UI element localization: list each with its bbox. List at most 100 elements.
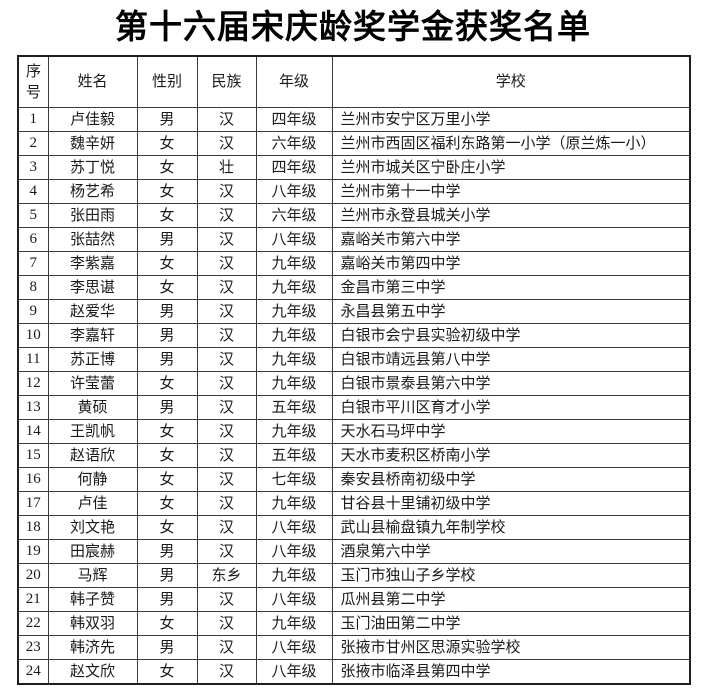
cell-index: 3 — [17, 155, 49, 181]
header-row: 序号 姓名 性别 民族 年级 学校 — [17, 55, 691, 109]
table-body: 1 卢佳毅男汉四年级 兰州市安宁区万里小学 2 魏辛妍女汉六年级 兰州市西固区福利东路第一… — [17, 107, 691, 685]
cell-ethnicity: 汉 — [196, 299, 257, 325]
cell-grade: 八年级 — [255, 587, 333, 613]
table-row: 17 卢佳女汉九年级 甘谷县十里铺初级中学 — [17, 491, 691, 517]
cell-name: 刘文艳 — [47, 515, 138, 541]
cell-ethnicity: 汉 — [196, 107, 257, 133]
cell-name: 韩济先 — [47, 635, 138, 661]
cell-grade: 九年级 — [255, 275, 333, 301]
cell-grade: 七年级 — [255, 467, 333, 493]
table-row: 21 韩子赞男汉八年级 瓜州县第二中学 — [17, 587, 691, 613]
cell-school: 酒泉第六中学 — [331, 539, 691, 565]
cell-ethnicity: 汉 — [196, 611, 257, 637]
cell-grade: 九年级 — [255, 563, 333, 589]
cell-gender: 女 — [136, 155, 198, 181]
cell-index: 17 — [17, 491, 49, 517]
cell-gender: 女 — [136, 611, 198, 637]
cell-school: 玉门油田第二中学 — [331, 611, 691, 637]
table-row: 16 何静女汉七年级 秦安县桥南初级中学 — [17, 467, 691, 493]
cell-grade: 五年级 — [255, 443, 333, 469]
cell-index: 9 — [17, 299, 49, 325]
cell-index: 19 — [17, 539, 49, 565]
cell-school: 白银市会宁县实验初级中学 — [331, 323, 691, 349]
cell-name: 何静 — [47, 467, 138, 493]
column-header-grade: 年级 — [255, 55, 333, 109]
cell-grade: 六年级 — [255, 131, 333, 157]
cell-grade: 九年级 — [255, 323, 333, 349]
table-row: 8 李思谌女汉九年级 金昌市第三中学 — [17, 275, 691, 301]
cell-gender: 男 — [136, 635, 198, 661]
cell-index: 22 — [17, 611, 49, 637]
cell-ethnicity: 汉 — [196, 251, 257, 277]
cell-grade: 四年级 — [255, 107, 333, 133]
cell-index: 2 — [17, 131, 49, 157]
cell-school: 白银市靖远县第八中学 — [331, 347, 691, 373]
cell-school: 金昌市第三中学 — [331, 275, 691, 301]
cell-ethnicity: 汉 — [196, 131, 257, 157]
cell-grade: 八年级 — [255, 659, 333, 685]
cell-name: 赵语欣 — [47, 443, 138, 469]
cell-ethnicity: 汉 — [196, 179, 257, 205]
cell-school: 兰州市西固区福利东路第一小学（原兰炼一小） — [331, 131, 691, 157]
cell-school: 武山县榆盘镇九年制学校 — [331, 515, 691, 541]
cell-school: 秦安县桥南初级中学 — [331, 467, 691, 493]
cell-name: 卢佳毅 — [47, 107, 138, 133]
cell-gender: 女 — [136, 443, 198, 469]
cell-school: 白银市景泰县第六中学 — [331, 371, 691, 397]
table-row: 1 卢佳毅男汉四年级 兰州市安宁区万里小学 — [17, 107, 691, 133]
column-header-index: 序号 — [17, 55, 49, 109]
table-row: 20 马辉男东乡 九年级 玉门市独山子乡学校 — [17, 563, 691, 589]
cell-gender: 女 — [136, 491, 198, 517]
table-row: 5 张田雨女汉六年级 兰州市永登县城关小学 — [17, 203, 691, 229]
cell-index: 16 — [17, 467, 49, 493]
cell-index: 15 — [17, 443, 49, 469]
cell-index: 11 — [17, 347, 49, 373]
cell-grade: 四年级 — [255, 155, 333, 181]
cell-ethnicity: 汉 — [196, 419, 257, 445]
cell-ethnicity: 汉 — [196, 491, 257, 517]
cell-gender: 女 — [136, 203, 198, 229]
cell-school: 张掖市临泽县第四中学 — [331, 659, 691, 685]
cell-grade: 九年级 — [255, 299, 333, 325]
cell-gender: 男 — [136, 299, 198, 325]
cell-gender: 女 — [136, 275, 198, 301]
table-header: 序号 姓名 性别 民族 年级 学校 — [17, 55, 691, 109]
cell-gender: 男 — [136, 587, 198, 613]
cell-grade: 九年级 — [255, 347, 333, 373]
table-row: 13 黄硕男汉五年级 白银市平川区育才小学 — [17, 395, 691, 421]
cell-grade: 五年级 — [255, 395, 333, 421]
cell-school: 天水石马坪中学 — [331, 419, 691, 445]
cell-ethnicity: 汉 — [196, 539, 257, 565]
cell-name: 李嘉轩 — [47, 323, 138, 349]
document-page: 第十六届宋庆龄奖学金获奖名单 序号 姓名 性别 民族 年级 学校 1 卢佳毅男汉四… — [17, 10, 691, 686]
cell-ethnicity: 汉 — [196, 587, 257, 613]
cell-name: 苏正博 — [47, 347, 138, 373]
cell-name: 李紫嘉 — [47, 251, 138, 277]
column-header-ethnicity: 民族 — [196, 55, 257, 109]
table-row: 24 赵文欣女汉八年级 张掖市临泽县第四中学 — [17, 659, 691, 685]
cell-index: 13 — [17, 395, 49, 421]
cell-ethnicity: 汉 — [196, 347, 257, 373]
cell-name: 马辉 — [47, 563, 138, 589]
cell-grade: 八年级 — [255, 635, 333, 661]
table-row: 10 李嘉轩男汉九年级 白银市会宁县实验初级中学 — [17, 323, 691, 349]
cell-gender: 女 — [136, 179, 198, 205]
cell-grade: 九年级 — [255, 419, 333, 445]
cell-grade: 八年级 — [255, 179, 333, 205]
cell-index: 5 — [17, 203, 49, 229]
cell-ethnicity: 汉 — [196, 371, 257, 397]
column-header-name: 姓名 — [47, 55, 138, 109]
cell-index: 24 — [17, 659, 49, 685]
cell-index: 14 — [17, 419, 49, 445]
table-row: 22 韩双羽女汉九年级 玉门油田第二中学 — [17, 611, 691, 637]
cell-index: 7 — [17, 251, 49, 277]
cell-ethnicity: 汉 — [196, 635, 257, 661]
cell-ethnicity: 汉 — [196, 659, 257, 685]
cell-name: 杨艺希 — [47, 179, 138, 205]
table-row: 6 张喆然男汉八年级 嘉峪关市第六中学 — [17, 227, 691, 253]
cell-ethnicity: 汉 — [196, 203, 257, 229]
cell-ethnicity: 东乡 — [196, 563, 257, 589]
cell-index: 21 — [17, 587, 49, 613]
table-row: 7 李紫嘉女汉九年级 嘉峪关市第四中学 — [17, 251, 691, 277]
cell-school: 天水市麦积区桥南小学 — [331, 443, 691, 469]
